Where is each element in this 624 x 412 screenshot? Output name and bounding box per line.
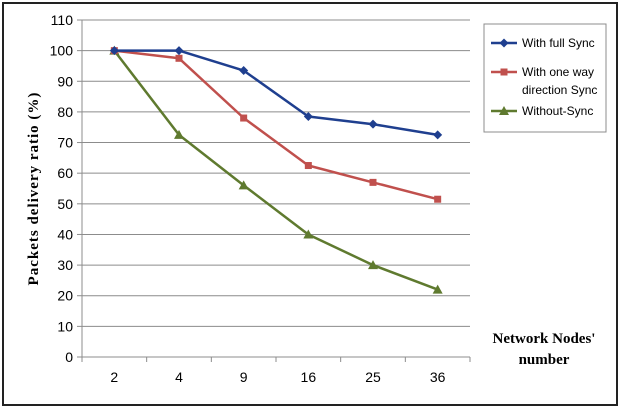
series-3 [109, 45, 443, 294]
y-tick-label: 50 [57, 196, 73, 212]
x-axis-title-line: number [519, 352, 570, 368]
square-marker [369, 178, 377, 186]
y-tick-label: 30 [57, 257, 73, 273]
legend-label: With one way [522, 65, 594, 79]
y-tick-label: 0 [65, 349, 73, 365]
triangle-marker [174, 129, 184, 139]
series-1 [109, 46, 443, 140]
y-tick-label: 60 [57, 165, 73, 181]
y-tick-label: 90 [57, 73, 73, 89]
legend-label: Without-Sync [522, 104, 593, 118]
diamond-marker [368, 119, 378, 129]
square-marker [434, 195, 442, 203]
square-marker [240, 114, 248, 122]
triangle-marker [238, 180, 249, 190]
legend-item: Without-Sync [491, 104, 593, 118]
triangle-marker [368, 260, 378, 270]
series-2 [110, 47, 442, 203]
legend-item: With one way direction Sync [491, 65, 597, 97]
y-tick-label: 40 [57, 226, 73, 242]
square-marker [500, 68, 508, 76]
legend-label: With full Sync [522, 36, 595, 50]
y-tick-label: 100 [50, 43, 74, 59]
legend-item: With full Sync [491, 36, 595, 50]
triangle-marker [432, 284, 443, 294]
x-axis-title-line: Network Nodes' [493, 331, 596, 347]
legend: With full Sync With one way direction Sync… [483, 23, 607, 133]
triangle-marker [499, 106, 509, 115]
square-marker [304, 162, 312, 170]
triangle-marker [303, 229, 314, 239]
square-marker [175, 54, 183, 62]
y-tick-label: 10 [57, 318, 73, 334]
diamond-marker [303, 112, 313, 122]
diamond-marker [109, 46, 119, 56]
y-tick-label: 20 [57, 288, 73, 304]
legend-label: direction Sync [522, 83, 597, 97]
diamond-marker [499, 38, 509, 48]
diamond-marker [174, 46, 184, 56]
series-line [114, 49, 438, 137]
series-line [114, 49, 439, 201]
x-tick-label: 16 [301, 369, 317, 385]
y-tick-label: 110 [51, 12, 74, 28]
diamond-marker [239, 66, 249, 76]
y-axis-title: Packets delivery ratio (%) [26, 92, 42, 286]
y-tick-label: 70 [57, 135, 73, 151]
x-tick-label: 2 [110, 369, 118, 385]
diamond-marker [433, 130, 443, 140]
y-tick-label: 80 [57, 104, 73, 120]
series-line [113, 49, 439, 291]
x-tick-label: 9 [240, 369, 248, 385]
x-tick-label: 36 [430, 369, 446, 385]
x-tick-label: 4 [175, 369, 183, 385]
x-tick-label: 25 [365, 369, 381, 385]
